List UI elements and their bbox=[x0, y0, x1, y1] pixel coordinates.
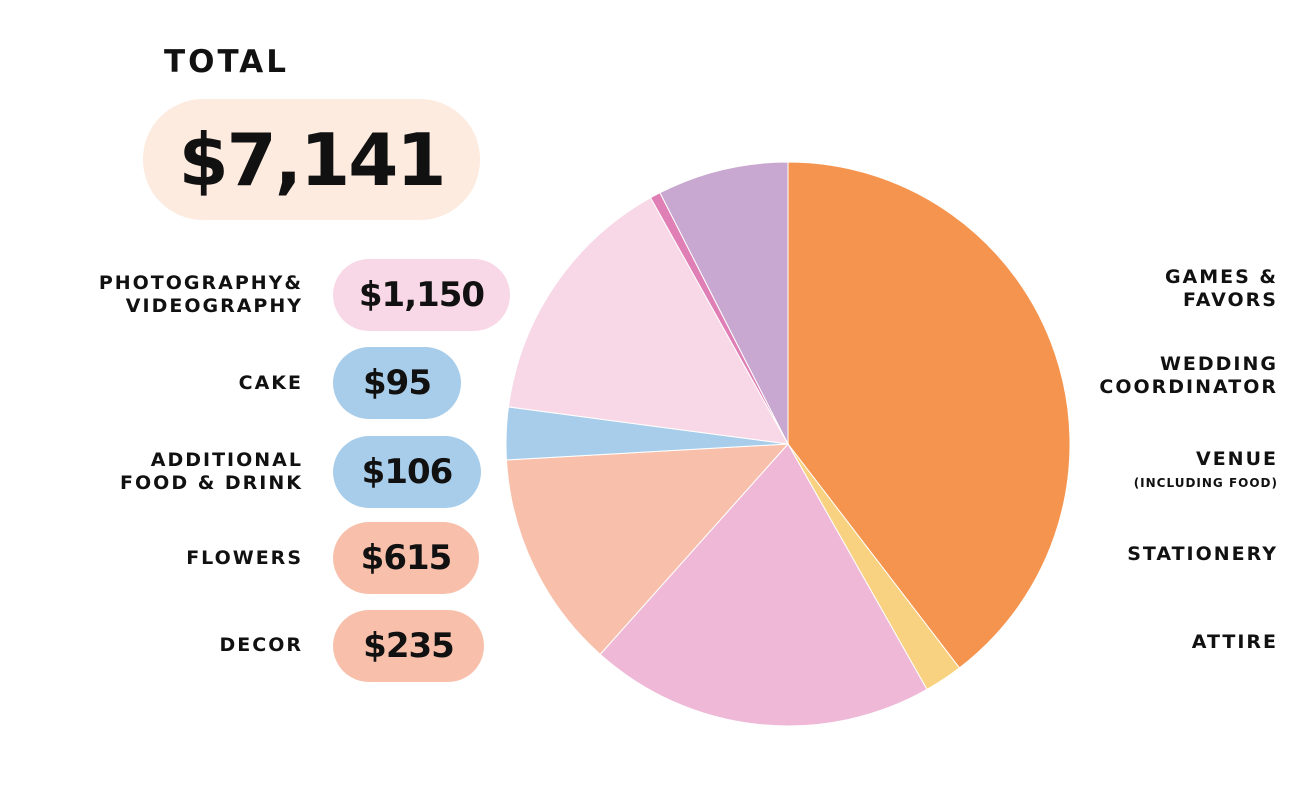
pie-slice-flowers bbox=[505, 443, 790, 656]
label-line: PHOTOGRAPHY& bbox=[98, 272, 303, 294]
label-line: COORDINATOR bbox=[1099, 376, 1278, 398]
label-line: VENUE bbox=[1196, 448, 1278, 470]
total-value: $7,141 bbox=[178, 117, 447, 202]
label-decor: DECOR bbox=[220, 634, 303, 657]
label-line: FAVORS bbox=[1182, 289, 1278, 311]
value-photography-videography: $1,150 bbox=[358, 275, 485, 315]
pill-decor: $235 bbox=[333, 610, 484, 682]
label-cake: CAKE bbox=[239, 372, 303, 395]
label-line: ATTIRE bbox=[1191, 631, 1278, 653]
pie-slice-attire bbox=[599, 443, 928, 727]
pie-slice-games-favors bbox=[659, 161, 789, 445]
pill-photography-videography: $1,150 bbox=[333, 259, 510, 331]
value-decor: $235 bbox=[363, 626, 455, 666]
total-value-pill: $7,141 bbox=[143, 99, 480, 220]
value-flowers: $615 bbox=[360, 538, 453, 578]
label-line: FOOD & DRINK bbox=[120, 472, 303, 494]
pie-slice-photography-videography bbox=[507, 197, 789, 445]
total-label: TOTAL bbox=[164, 44, 289, 80]
label-additional-food-drink: ADDITIONAL FOOD & DRINK bbox=[120, 449, 303, 495]
label-line: GAMES & bbox=[1164, 266, 1278, 288]
pill-flowers: $615 bbox=[333, 522, 479, 594]
label-line: FLOWERS bbox=[186, 547, 303, 569]
pie-slices bbox=[505, 161, 1071, 727]
label-wedding-coordinator: WEDDING COORDINATOR bbox=[1099, 353, 1278, 399]
pill-additional-food-drink: $106 bbox=[333, 436, 481, 508]
label-flowers: FLOWERS bbox=[186, 547, 303, 570]
value-additional-food-drink: $106 bbox=[361, 452, 454, 492]
label-line: ADDITIONAL bbox=[150, 449, 303, 471]
label-line: WEDDING bbox=[1159, 353, 1278, 375]
label-photography-videography: PHOTOGRAPHY& VIDEOGRAPHY bbox=[99, 272, 303, 318]
label-line: STATIONERY bbox=[1127, 543, 1278, 565]
label-stationery: STATIONERY bbox=[1127, 543, 1278, 566]
label-venue: VENUE (INCLUDING FOOD) bbox=[1134, 448, 1278, 491]
pie-slice-venue-including-food bbox=[787, 161, 1071, 669]
value-cake: $95 bbox=[363, 363, 432, 403]
label-line: VIDEOGRAPHY bbox=[125, 295, 303, 317]
label-attire: ATTIRE bbox=[1192, 631, 1278, 654]
label-venue-sub: (INCLUDING FOOD) bbox=[1133, 476, 1278, 490]
label-line: DECOR bbox=[219, 634, 303, 656]
label-games-favors: GAMES & FAVORS bbox=[1165, 266, 1278, 312]
label-line: CAKE bbox=[238, 372, 303, 394]
pill-cake: $95 bbox=[333, 347, 461, 419]
